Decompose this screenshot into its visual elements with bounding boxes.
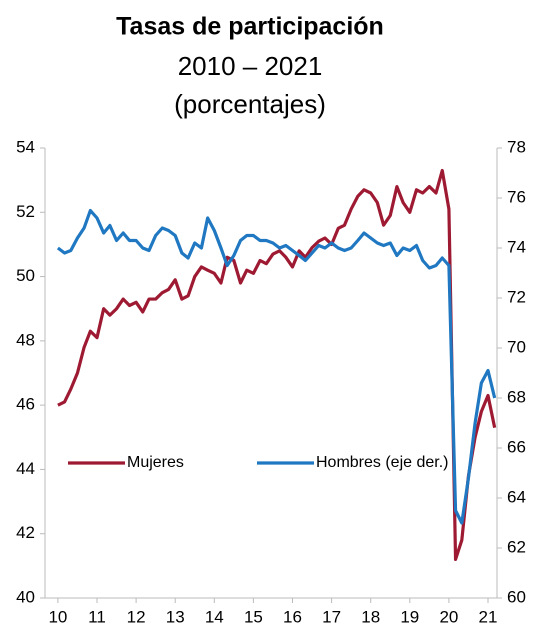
legend-label: Hombres (eje der.) (316, 454, 449, 471)
y2-tick-label: 68 (507, 387, 526, 406)
y-tick-label: 54 (16, 137, 35, 156)
series-line (57, 168, 497, 562)
x-tick-label: 14 (205, 607, 224, 626)
x-tick-label: 12 (127, 607, 146, 626)
y-tick-label: 46 (16, 395, 35, 414)
y-tick-label: 42 (16, 523, 35, 542)
chart-title: Tasas de participación (116, 13, 384, 41)
x-tick-label: 15 (244, 607, 263, 626)
x-tick-label: 11 (88, 607, 106, 626)
legend-label: Mujeres (127, 454, 184, 471)
y-tick-label: 40 (16, 587, 35, 606)
y2-tick-label: 62 (507, 537, 526, 556)
y-tick-label: 52 (16, 202, 35, 221)
y2-tick-label: 70 (507, 337, 526, 356)
x-tick-label: 20 (439, 607, 458, 626)
chart-subtitle: (porcentajes) (174, 89, 326, 119)
chart-subtitle: 2010 – 2021 (178, 51, 323, 81)
x-tick-label: 21 (479, 607, 498, 626)
x-tick-label: 13 (166, 607, 185, 626)
y-tick-label: 44 (16, 459, 35, 478)
y2-tick-label: 72 (507, 287, 526, 306)
series-line (56, 208, 497, 525)
x-tick-label: 10 (48, 607, 67, 626)
y2-tick-label: 76 (507, 187, 526, 206)
x-tick-label: 16 (283, 607, 302, 626)
y-tick-label: 48 (16, 330, 35, 349)
x-tick-label: 17 (322, 607, 341, 626)
y2-tick-label: 64 (507, 487, 526, 506)
y-tick-label: 50 (16, 266, 35, 285)
y2-tick-label: 74 (507, 237, 526, 256)
y2-tick-label: 66 (507, 437, 526, 456)
y2-tick-label: 60 (507, 587, 526, 606)
x-tick-label: 19 (400, 607, 419, 626)
x-tick-label: 18 (361, 607, 380, 626)
y2-tick-label: 78 (507, 137, 526, 156)
